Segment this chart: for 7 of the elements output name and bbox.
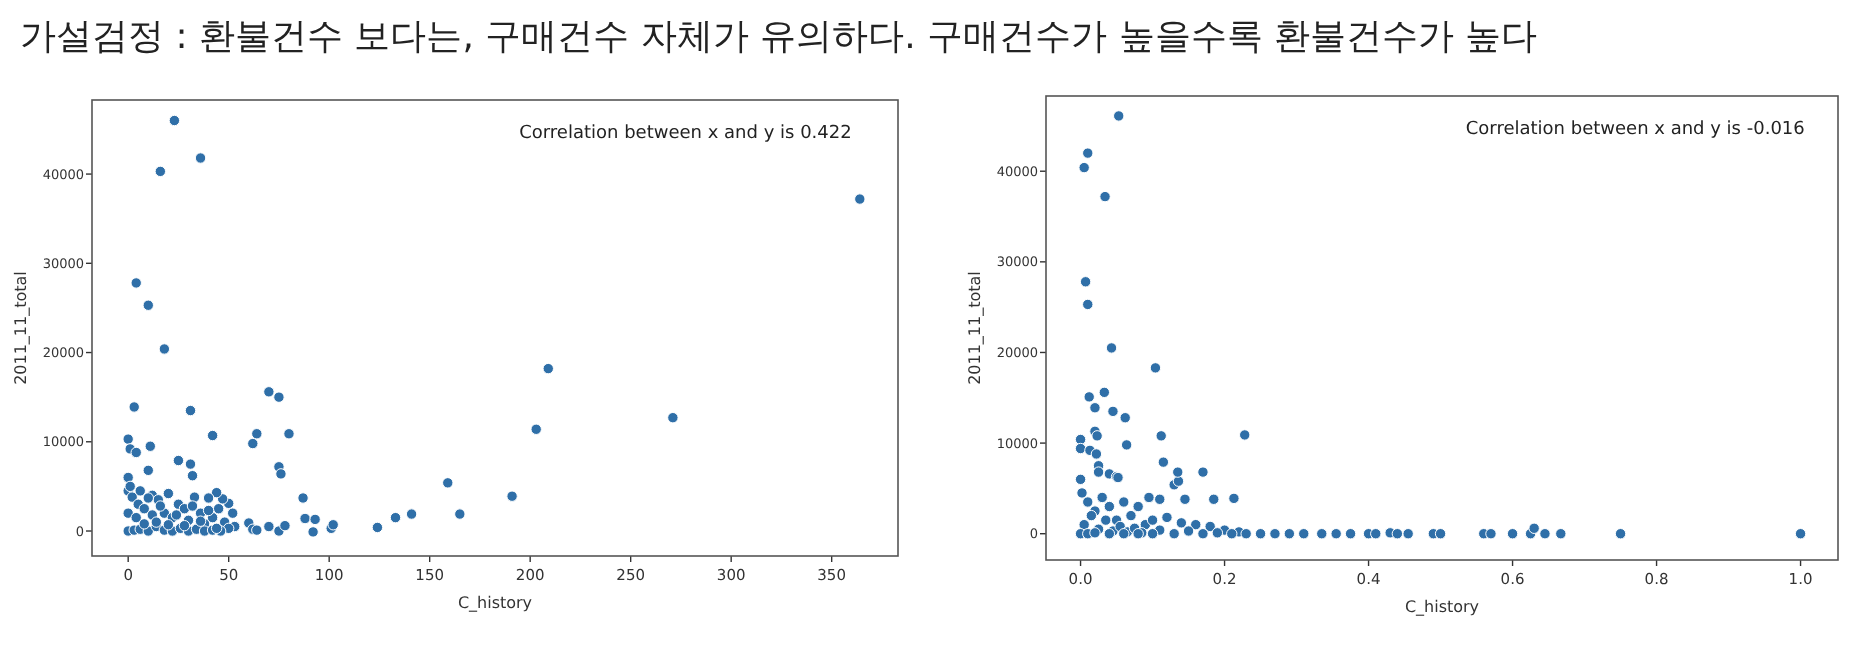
- annotation: Correlation between x and y is -0.016: [1465, 120, 1806, 140]
- y-axis-title: 2011_11_total: [966, 271, 984, 385]
- x-axis-title: C_history: [1404, 598, 1480, 616]
- x-axis-title: C_history: [457, 594, 533, 612]
- annotation: Correlation between x and y is 0.422: [519, 124, 852, 144]
- y-axis-title: 2011_11_total: [12, 271, 30, 385]
- chart-title: 가설검정 : 환불건수 보다는, 구매건수 자체가 유의하다. 구매건수가 높을수록 환불건수가 높다: [20, 16, 1538, 58]
